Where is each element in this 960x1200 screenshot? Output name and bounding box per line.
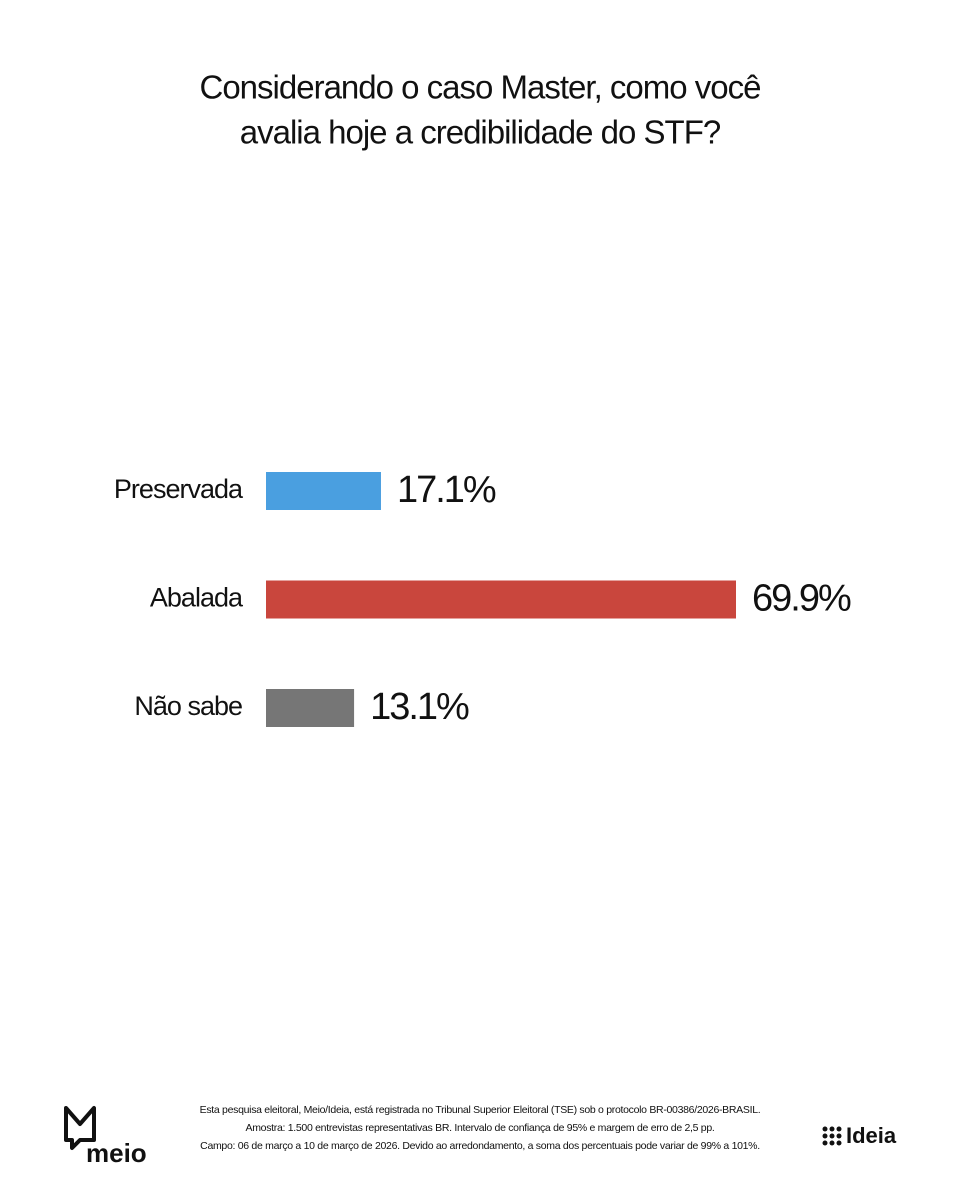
category-label: Abalada [150,583,244,613]
logo-icon [64,1106,96,1150]
ideia-logo: Ideia [822,1123,897,1148]
bar [266,472,381,510]
value-label: 13.1% [370,686,469,728]
logo-icon [822,1126,842,1146]
value-label: 69.9% [752,578,851,620]
bar [266,689,355,727]
chart-title: Considerando o caso Master, como você [200,69,761,106]
bar [266,580,736,619]
chart-title: avalia hoje a credibilidade do STF? [240,114,721,151]
footnote: Esta pesquisa eleitoral, Meio/Ideia, est… [200,1104,761,1116]
meio-logo: meio [64,1106,147,1168]
value-label: 17.1% [397,469,496,511]
category-label: Não sabe [134,691,242,721]
category-label: Preservada [114,474,244,504]
footnote: Amostra: 1.500 entrevistas representativ… [246,1122,715,1134]
logo-text: Ideia [846,1123,897,1148]
footnote: Campo: 06 de março a 10 de março de 2026… [200,1140,760,1152]
logo-text: meio [86,1138,147,1168]
